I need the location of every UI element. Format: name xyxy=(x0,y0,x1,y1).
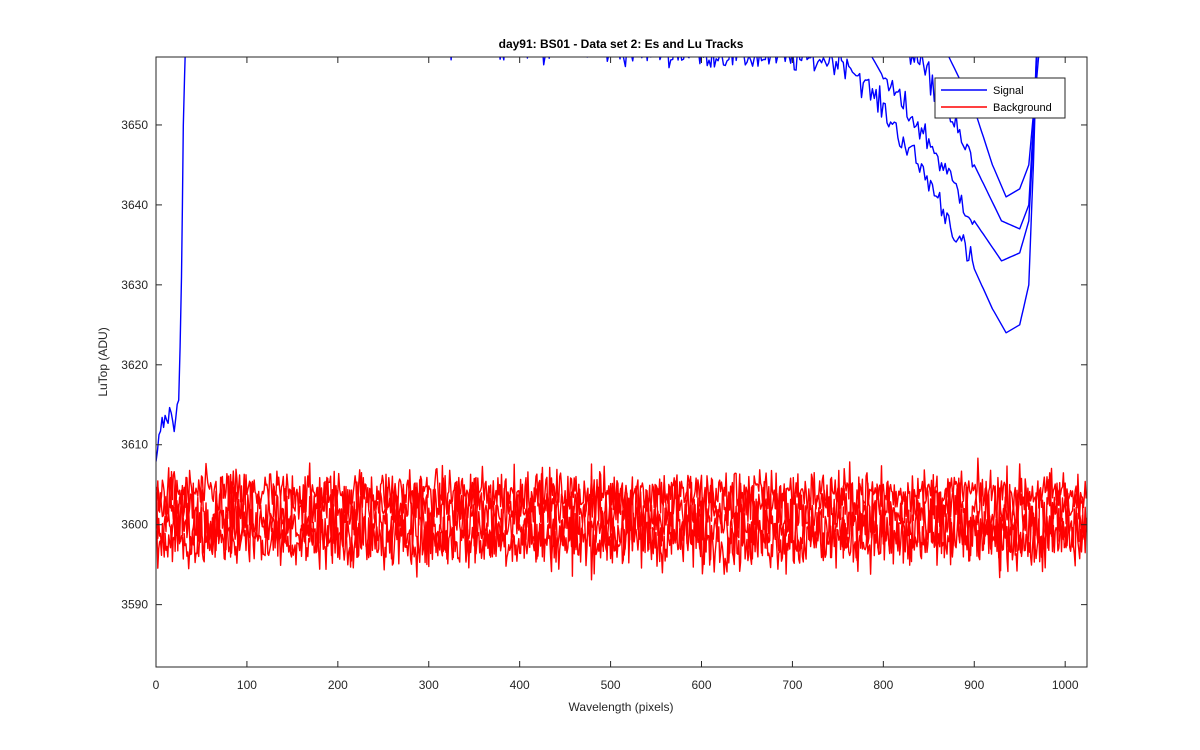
signal-series-line-0 xyxy=(156,57,1038,462)
legend: Signal Background xyxy=(934,77,1066,119)
x-tick-label: 100 xyxy=(237,678,257,692)
signal-series-line-1 xyxy=(871,57,1038,262)
series-layer xyxy=(156,57,1087,581)
x-tick-label: 600 xyxy=(691,678,711,692)
signal-series-line-2 xyxy=(909,57,1038,230)
y-tick-label: 3650 xyxy=(121,118,148,132)
legend-signal-label: Signal xyxy=(993,85,1024,97)
plot-area-background xyxy=(156,57,1087,667)
y-tick-label: 3640 xyxy=(121,198,148,212)
x-tick-label: 700 xyxy=(782,678,802,692)
x-tick-label: 400 xyxy=(510,678,530,692)
y-axis-label: LuTop (ADU) xyxy=(96,327,110,396)
x-tick-label: 300 xyxy=(419,678,439,692)
chart-title: day91: BS01 - Data set 2: Es and Lu Trac… xyxy=(499,37,744,51)
x-tick-label: 0 xyxy=(153,678,160,692)
legend-background-label: Background xyxy=(993,102,1052,114)
axes-box xyxy=(155,56,1088,668)
background-series-line-7 xyxy=(156,501,1087,581)
x-tick-label: 800 xyxy=(873,678,893,692)
y-tick-label: 3610 xyxy=(121,438,148,452)
y-tick-label: 3630 xyxy=(121,278,148,292)
x-axis-ticks: 0 100 200 300 400 500 600 700 800 900 1000 xyxy=(153,57,1079,692)
x-axis-label: Wavelength (pixels) xyxy=(569,700,674,714)
y-tick-label: 3620 xyxy=(121,358,148,372)
x-tick-label: 200 xyxy=(328,678,348,692)
y-tick-label: 3590 xyxy=(121,598,148,612)
x-tick-label: 500 xyxy=(601,678,621,692)
x-tick-label: 900 xyxy=(964,678,984,692)
legend-box xyxy=(934,77,1066,119)
y-tick-label: 3600 xyxy=(121,518,148,532)
signal-series-line-3 xyxy=(948,57,1040,198)
y-axis-ticks: 3590 3600 3610 3620 3630 3640 3650 xyxy=(121,118,1087,612)
x-tick-label: 1000 xyxy=(1052,678,1079,692)
